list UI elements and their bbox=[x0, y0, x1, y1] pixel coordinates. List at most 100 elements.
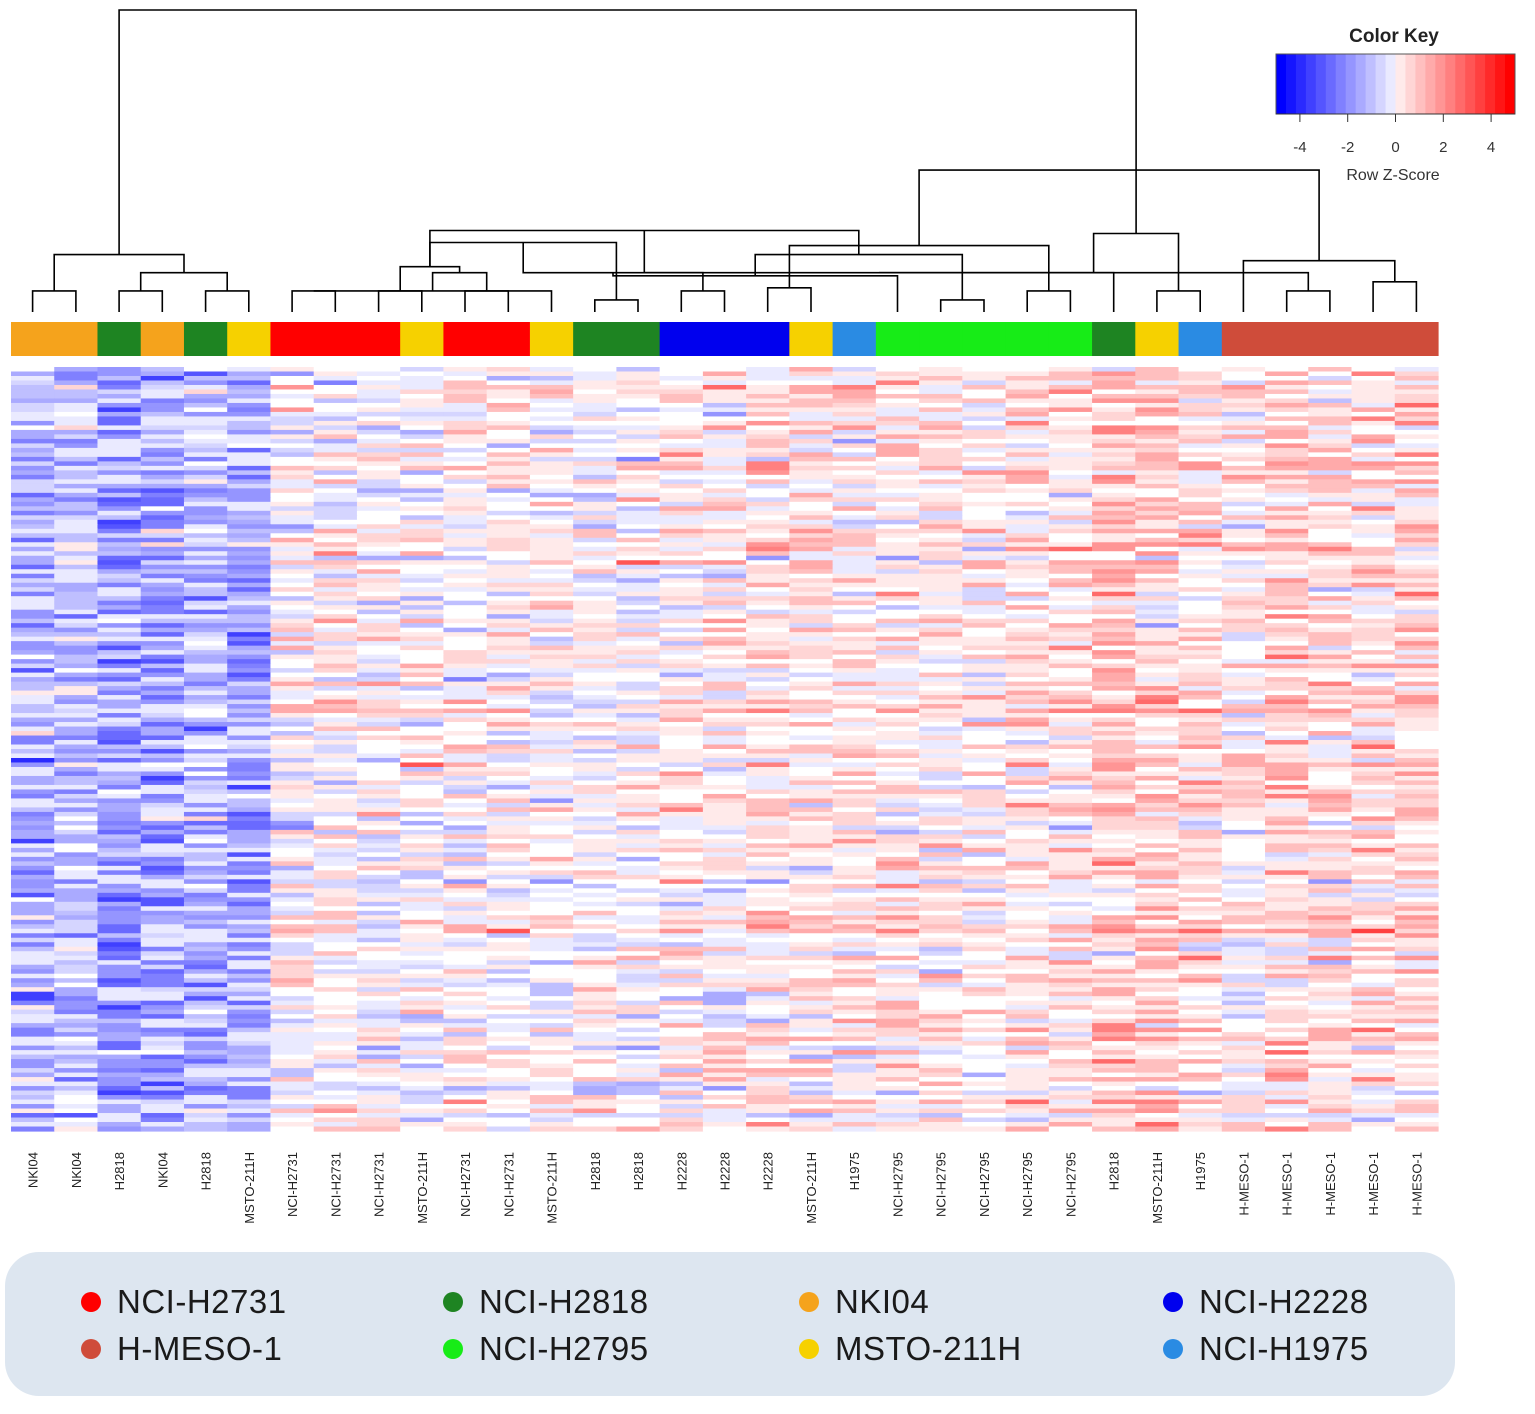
heatmap-cell bbox=[702, 641, 747, 647]
heatmap-cell bbox=[1351, 1018, 1396, 1024]
heatmap-cell bbox=[1005, 465, 1050, 471]
heatmap-cell bbox=[183, 497, 228, 503]
heatmap-cell bbox=[313, 533, 358, 539]
heatmap-cell bbox=[832, 946, 877, 952]
heatmap-cell bbox=[616, 996, 661, 1002]
heatmap-cell bbox=[1005, 483, 1050, 489]
heatmap-cell bbox=[1135, 492, 1180, 498]
heatmap-cell bbox=[1351, 892, 1396, 898]
heatmap-cell bbox=[1351, 964, 1396, 970]
heatmap-cell bbox=[140, 771, 185, 777]
heatmap-cell bbox=[486, 587, 531, 593]
heatmap-cell bbox=[11, 578, 55, 584]
heatmap-cell bbox=[919, 659, 963, 665]
heatmap-cell bbox=[702, 978, 747, 984]
heatmap-cell bbox=[616, 573, 661, 579]
heatmap-cell bbox=[875, 528, 920, 534]
heatmap-cell bbox=[1308, 865, 1353, 871]
heatmap-cell bbox=[746, 690, 790, 696]
heatmap-cell bbox=[270, 497, 315, 503]
heatmap-cell bbox=[573, 852, 617, 858]
heatmap-cell bbox=[97, 425, 142, 431]
heatmap-cell bbox=[227, 964, 272, 970]
heatmap-cell bbox=[270, 614, 315, 620]
heatmap-cell bbox=[140, 892, 185, 898]
heatmap-cell bbox=[659, 802, 704, 809]
heatmap-cell bbox=[486, 910, 531, 916]
heatmap-cell bbox=[1048, 829, 1093, 835]
sample-color-cell bbox=[659, 322, 704, 356]
heatmap-cell bbox=[1048, 708, 1093, 714]
heatmap-cell bbox=[616, 820, 661, 826]
heatmap-cell bbox=[659, 492, 704, 498]
heatmap-cell bbox=[1178, 627, 1223, 633]
heatmap-cell bbox=[746, 946, 790, 952]
heatmap-cell bbox=[183, 542, 228, 548]
heatmap-cell bbox=[962, 560, 1007, 566]
heatmap-cell bbox=[919, 434, 963, 440]
heatmap-cell bbox=[400, 452, 445, 458]
heatmap-cell bbox=[486, 641, 531, 647]
heatmap-cell bbox=[1005, 960, 1050, 966]
heatmap-cell bbox=[400, 775, 445, 782]
heatmap-cell bbox=[962, 843, 1007, 849]
heatmap-cell bbox=[97, 461, 142, 467]
heatmap-cell bbox=[227, 398, 272, 404]
heatmap-cell bbox=[962, 506, 1007, 512]
heatmap-cell bbox=[789, 384, 834, 391]
heatmap-cell bbox=[1351, 856, 1396, 862]
heatmap-cell bbox=[616, 699, 661, 705]
heatmap-cell bbox=[832, 542, 877, 548]
heatmap-cell bbox=[616, 416, 661, 422]
heatmap-cell bbox=[789, 982, 834, 988]
heatmap-cell bbox=[1092, 757, 1136, 764]
heatmap-cell bbox=[227, 537, 272, 543]
heatmap-cell bbox=[11, 1014, 55, 1020]
heatmap-cell bbox=[573, 1014, 617, 1020]
heatmap-cell bbox=[11, 762, 55, 768]
heatmap-cell bbox=[1308, 766, 1353, 773]
heatmap-cell bbox=[1308, 722, 1353, 728]
dendrogram-branch bbox=[1372, 281, 1418, 312]
heatmap-cell bbox=[1394, 690, 1439, 696]
heatmap-cell bbox=[573, 722, 617, 728]
heatmap-cell bbox=[1135, 555, 1180, 561]
heatmap-cell bbox=[1092, 901, 1136, 907]
heatmap-cell bbox=[1092, 546, 1136, 552]
heatmap-cell bbox=[789, 771, 834, 777]
heatmap-cell bbox=[1135, 582, 1180, 588]
heatmap-cell bbox=[746, 1005, 790, 1011]
heatmap-cell bbox=[919, 614, 963, 620]
heatmap-cell bbox=[573, 960, 617, 966]
heatmap-cell bbox=[140, 820, 185, 826]
heatmap-cell bbox=[962, 686, 1007, 692]
heatmap-cell bbox=[443, 641, 488, 647]
heatmap-cell bbox=[702, 991, 747, 997]
heatmap-cell bbox=[616, 1018, 661, 1024]
heatmap-cell bbox=[270, 802, 315, 809]
heatmap-cell bbox=[875, 789, 920, 795]
heatmap-cell bbox=[1221, 425, 1266, 431]
heatmap-cell bbox=[702, 708, 747, 714]
heatmap-cell bbox=[1178, 623, 1223, 629]
heatmap-cell bbox=[573, 892, 617, 898]
heatmap-cell bbox=[356, 964, 401, 970]
heatmap-cell bbox=[702, 973, 747, 979]
heatmap-cell bbox=[529, 677, 574, 683]
heatmap-cell bbox=[832, 609, 877, 615]
heatmap-cell bbox=[529, 861, 574, 867]
heatmap-cell bbox=[1351, 434, 1396, 440]
heatmap-cell bbox=[313, 578, 358, 584]
heatmap-cell bbox=[1135, 479, 1180, 485]
heatmap-cell bbox=[1135, 501, 1180, 507]
heatmap-cell bbox=[1005, 636, 1050, 642]
heatmap-cell bbox=[356, 596, 401, 602]
heatmap-cell bbox=[356, 915, 401, 921]
heatmap-cell bbox=[183, 524, 228, 530]
heatmap-cell bbox=[1221, 955, 1266, 961]
heatmap-cell bbox=[1308, 672, 1353, 678]
heatmap-cell bbox=[270, 600, 315, 606]
heatmap-cell bbox=[1092, 915, 1136, 921]
heatmap-cell bbox=[11, 443, 55, 449]
heatmap-cell bbox=[529, 996, 574, 1002]
